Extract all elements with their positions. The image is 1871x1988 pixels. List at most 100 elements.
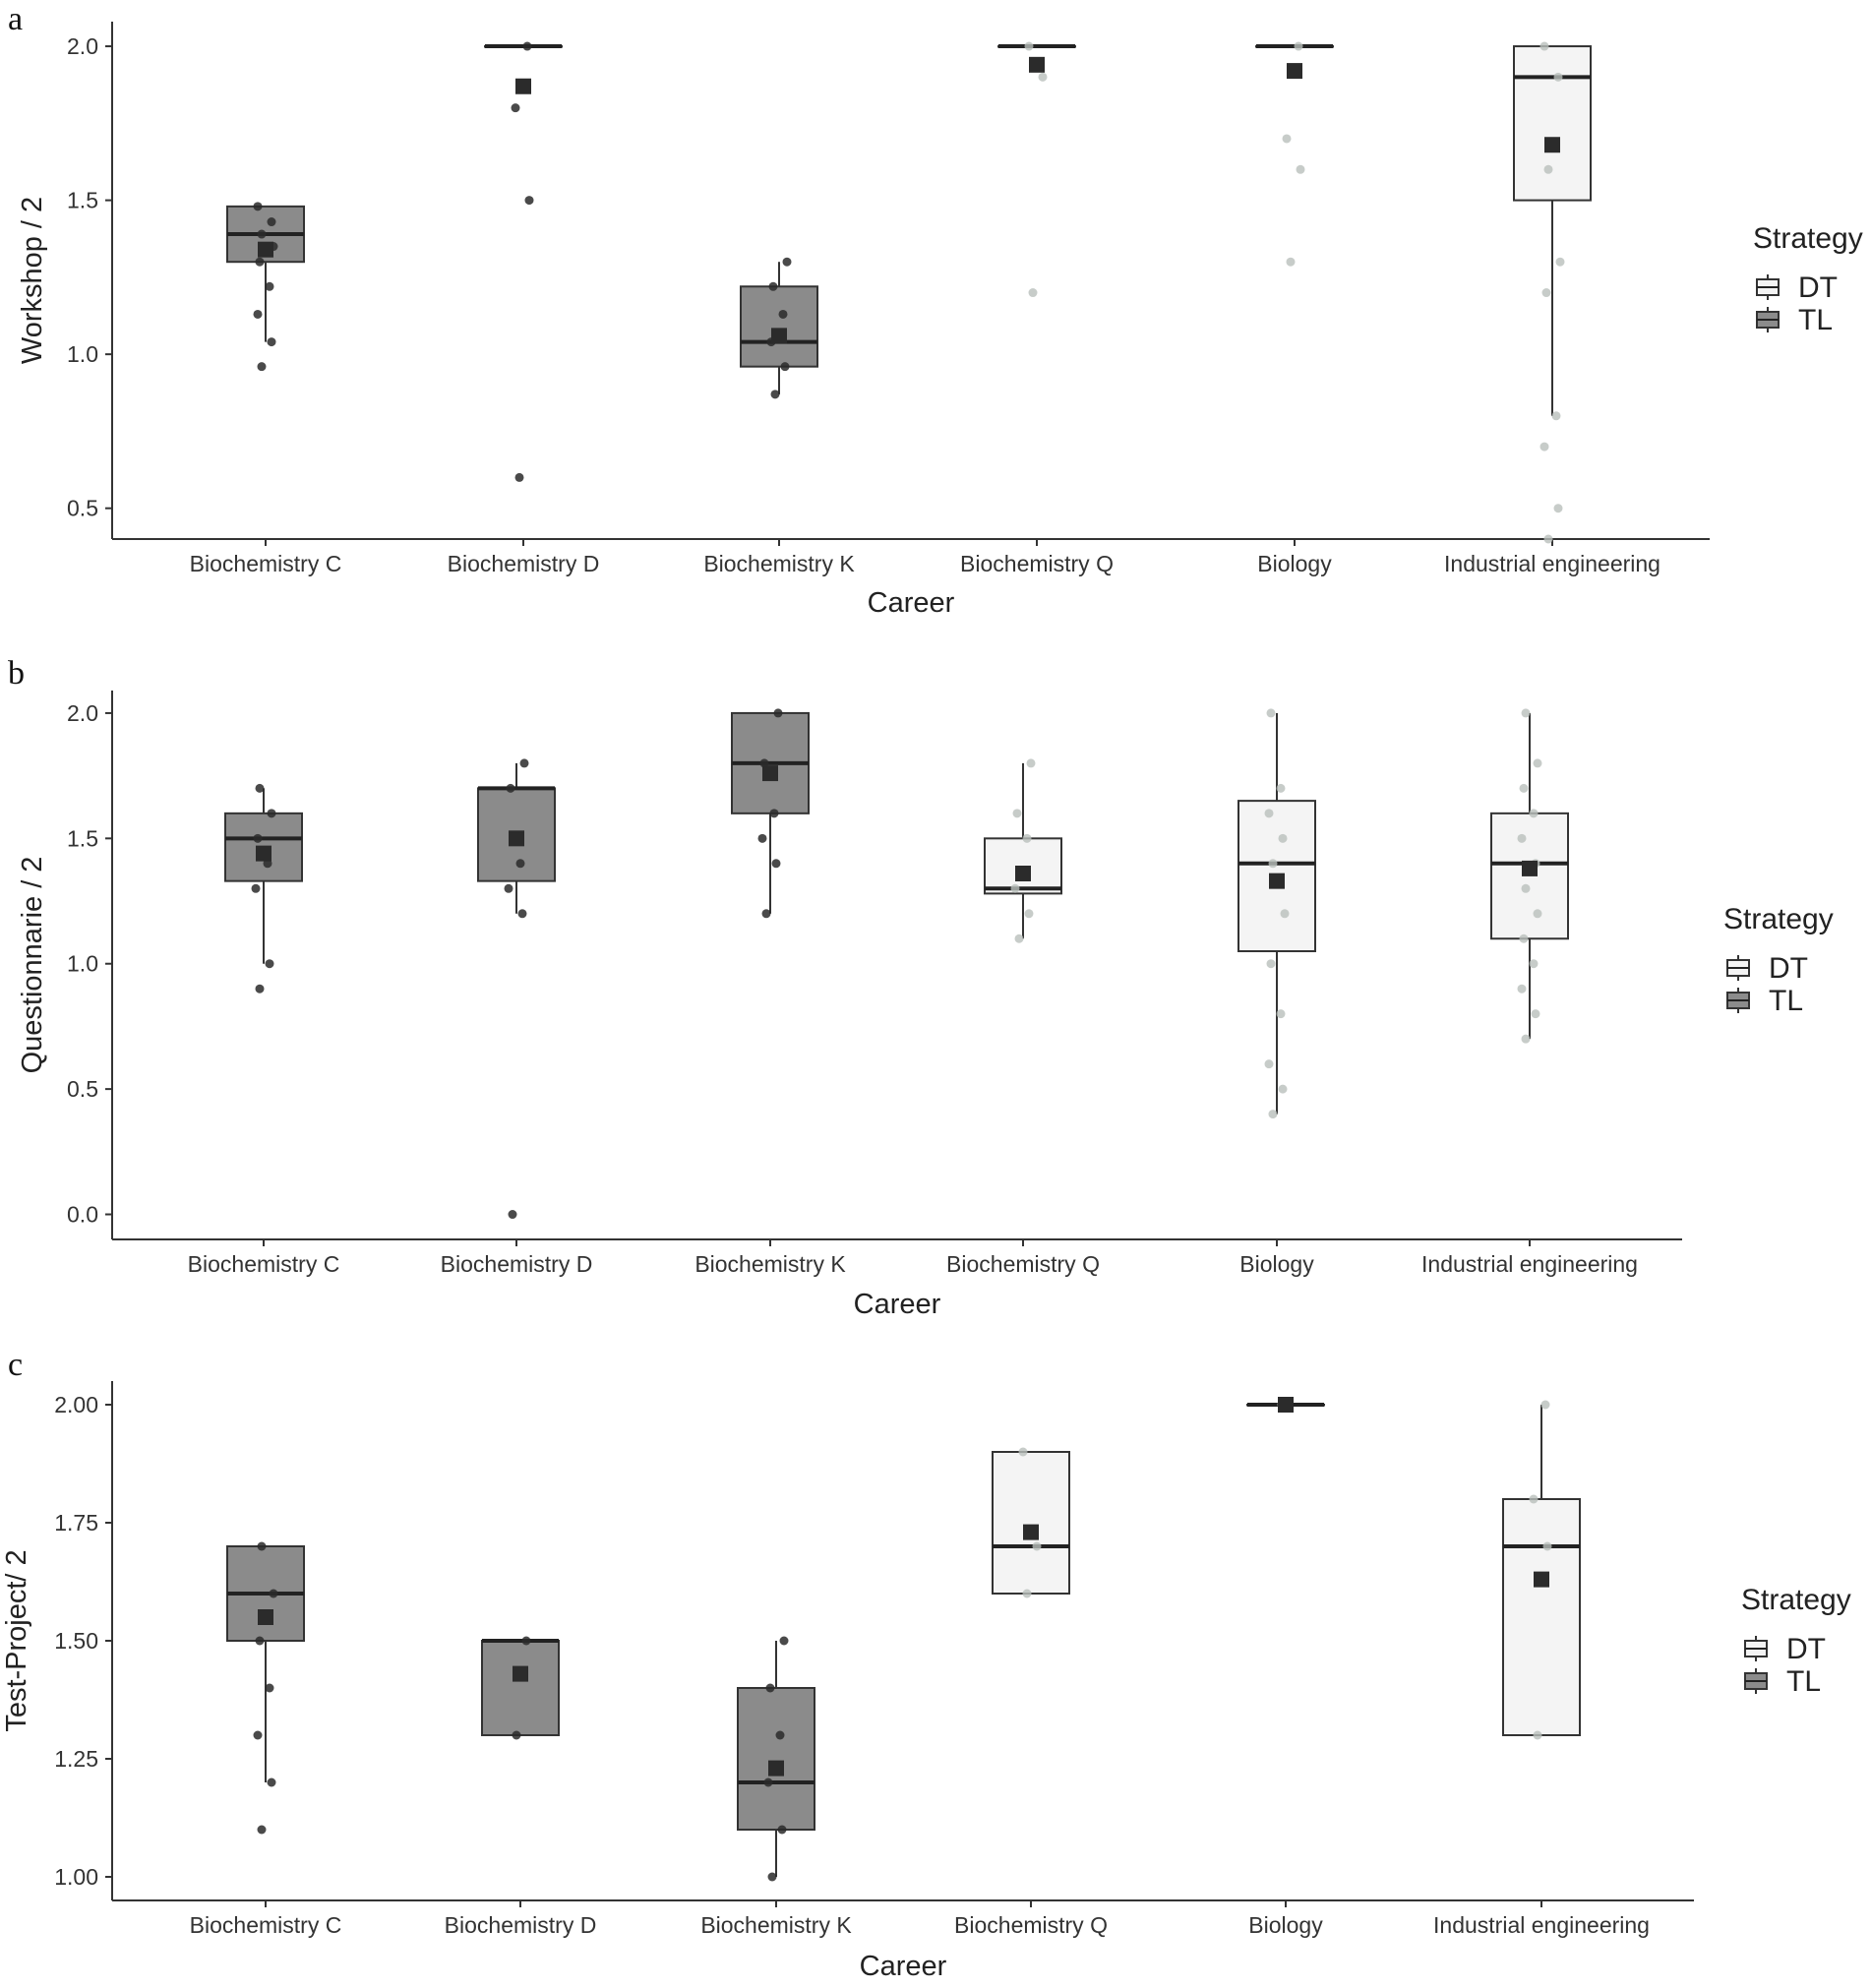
data-point: [1282, 134, 1292, 144]
legend-key-dt: [1756, 274, 1780, 300]
x-axis-title: Career: [868, 587, 955, 619]
data-point: [1026, 758, 1036, 768]
data-point: [1278, 833, 1288, 843]
data-point: [1533, 1730, 1542, 1740]
box-industrial-engineering: [1490, 708, 1569, 1044]
data-point: [257, 1825, 267, 1835]
box-biochemistry-q: [984, 758, 1062, 943]
data-point: [504, 883, 513, 893]
data-point: [1543, 164, 1553, 174]
panel-a-label: a: [8, 1, 23, 37]
box-iqr: [992, 1451, 1070, 1595]
data-point: [1264, 809, 1274, 818]
box-iqr: [481, 1640, 560, 1736]
box-biochemistry-k: [740, 257, 818, 399]
legend-title: Strategy: [1753, 222, 1863, 255]
mean-marker: [515, 78, 531, 94]
data-point: [257, 1541, 267, 1551]
data-point: [1022, 833, 1032, 843]
data-point: [255, 257, 265, 267]
data-point: [253, 202, 263, 211]
mean-marker: [1287, 63, 1302, 80]
box-iqr: [737, 1687, 815, 1831]
data-point: [511, 103, 520, 113]
data-point: [771, 859, 781, 869]
mean-marker: [1015, 866, 1031, 881]
data-point: [1539, 442, 1549, 452]
x-tick-label-biology: Biology: [1248, 1912, 1323, 1938]
data-point: [514, 472, 524, 482]
data-point: [1022, 1589, 1032, 1598]
data-point: [761, 909, 771, 919]
legend-key-dt: [1744, 1636, 1768, 1661]
data-point: [255, 783, 265, 793]
data-point: [257, 362, 267, 372]
panel-a-workshop-chart: 0.5 1.0 1.5 2.0 Biochemistry C Biochemistry D…: [17, 22, 1863, 619]
box-iqr: [984, 837, 1062, 895]
mean-marker: [1029, 56, 1045, 73]
data-point: [1032, 1541, 1042, 1551]
data-point: [1521, 1034, 1531, 1044]
y-tick-label: 2.0: [67, 700, 98, 726]
data-point: [253, 309, 263, 319]
mean-marker: [256, 845, 272, 862]
legend-label-tl: TL: [1798, 304, 1833, 336]
x-tick-label-biochemistry-c: Biochemistry C: [190, 1912, 342, 1938]
mean-marker: [762, 765, 778, 782]
y-tick-label: 1.00: [54, 1864, 98, 1890]
box-iqr: [740, 285, 818, 368]
data-point: [1555, 257, 1565, 267]
box-iqr: [1513, 45, 1592, 202]
mean-marker: [509, 830, 524, 847]
data-point: [1268, 859, 1278, 869]
x-tick-label-biochemistry-k: Biochemistry K: [700, 1912, 852, 1938]
panel-b-label: b: [8, 655, 25, 692]
data-point: [1533, 909, 1542, 919]
x-axis-title: Career: [860, 1951, 947, 1982]
data-point: [1014, 934, 1024, 943]
data-point: [1264, 1059, 1274, 1069]
y-tick-label: 1.5: [67, 188, 98, 213]
y-tick-label: 1.0: [67, 341, 98, 367]
x-tick-label-biochemistry-q: Biochemistry Q: [946, 1251, 1100, 1277]
y-tick-label: 1.5: [67, 825, 98, 851]
data-point: [778, 309, 788, 319]
data-point: [506, 783, 515, 793]
legend-label-tl: TL: [1769, 985, 1803, 1017]
box-biochemistry-c: [226, 1541, 305, 1835]
data-point: [1012, 809, 1022, 818]
data-point: [1276, 1009, 1286, 1019]
data-point: [521, 1636, 531, 1646]
data-point: [1266, 708, 1276, 718]
data-point: [1278, 1084, 1288, 1094]
mean-marker: [1269, 873, 1285, 889]
data-point: [1010, 883, 1020, 893]
data-point: [253, 1730, 263, 1740]
data-point: [253, 833, 263, 843]
x-tick-label-industrial-engineering: Industrial engineering: [1421, 1251, 1638, 1277]
x-tick-label-biochemistry-c: Biochemistry C: [188, 1251, 340, 1277]
data-point: [269, 1589, 278, 1598]
box-biochemistry-d: [481, 1636, 560, 1740]
box-industrial-engineering: [1502, 1400, 1581, 1740]
data-point: [1531, 1009, 1540, 1019]
panel-c-label: c: [8, 1347, 23, 1383]
x-tick-label-biochemistry-d: Biochemistry D: [441, 1251, 593, 1277]
box-iqr: [1502, 1498, 1581, 1736]
data-point: [770, 390, 780, 399]
data-point: [1266, 959, 1276, 969]
data-point: [1533, 758, 1542, 768]
y-tick-label: 2.00: [54, 1392, 98, 1417]
mean-marker: [258, 241, 273, 258]
box-industrial-engineering: [1513, 41, 1592, 544]
data-point: [1038, 72, 1048, 82]
data-point: [1517, 984, 1527, 994]
mean-marker: [768, 1760, 784, 1777]
data-point: [1519, 783, 1529, 793]
legend-key-tl: [1744, 1668, 1768, 1694]
data-point: [773, 708, 783, 718]
data-point: [519, 758, 529, 768]
x-tick-label-biochemistry-d: Biochemistry D: [445, 1912, 597, 1938]
